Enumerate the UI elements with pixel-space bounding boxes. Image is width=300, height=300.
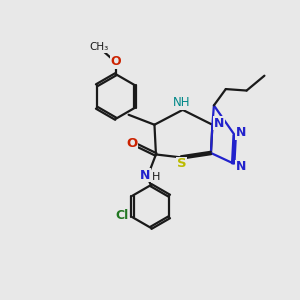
Text: N: N [236,126,246,139]
Text: O: O [127,137,138,150]
Text: N: N [214,117,224,130]
Text: N: N [236,160,246,173]
Text: S: S [177,158,187,170]
Text: CH₃: CH₃ [90,43,109,52]
Text: Cl: Cl [115,209,129,222]
Text: O: O [111,55,122,68]
Text: H: H [152,172,160,182]
Text: NH: NH [172,96,190,109]
Text: N: N [140,169,150,182]
